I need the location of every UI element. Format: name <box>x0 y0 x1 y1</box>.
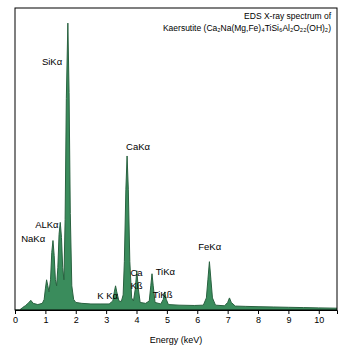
x-tick: 6 <box>195 310 200 325</box>
peak-label: NaKα <box>21 233 45 244</box>
x-tick-mark <box>137 310 138 314</box>
x-tick: 7 <box>226 310 231 325</box>
marks <box>15 23 337 310</box>
x-tick-label: 5 <box>165 315 170 325</box>
x-axis-line <box>16 311 338 315</box>
title: Kaersutite (Ca₂Na(Mg,Fe)₄TiSi₆Al₂O₂₂(OH)… <box>163 23 331 33</box>
x-axis-title: Energy (keV) <box>150 335 203 345</box>
x-tick-label: 4 <box>135 315 140 325</box>
peak-label: SiKα <box>42 56 63 67</box>
x-tick-mark <box>45 310 46 314</box>
x-tick-label: 9 <box>286 315 291 325</box>
x-axis: 0 1 2 3 4 5 6 7 8 9 10 <box>13 310 338 325</box>
x-tick-label: 8 <box>256 315 261 325</box>
x-tick: 4 <box>135 310 140 325</box>
x-tick: 2 <box>74 310 79 325</box>
peak-label: ALKα <box>35 219 59 230</box>
x-tick-label: 1 <box>43 315 48 325</box>
peak-label: TiKα <box>156 266 176 277</box>
spectrum-area <box>15 23 337 310</box>
x-tick: 9 <box>286 310 291 325</box>
x-tick-mark <box>228 310 229 314</box>
peak-label: TiKß <box>153 289 173 300</box>
x-tick-mark <box>319 310 320 314</box>
spectrum-outline <box>15 23 337 310</box>
peak-label: CaKα <box>126 141 150 152</box>
peak-label: FeKα <box>198 241 221 252</box>
x-tick: 5 <box>165 310 170 325</box>
peak-label: K Kα <box>97 290 118 301</box>
plot: 0 1 2 3 4 5 6 7 8 9 10 SiKα ALKα NaKα K Kα CaKα Ca Kß TiKα… <box>13 8 338 325</box>
x-tick: 1 <box>43 310 48 325</box>
x-tick-label: 7 <box>226 315 231 325</box>
x-tick-label: 6 <box>195 315 200 325</box>
plot-frame <box>15 8 337 310</box>
peak-label: Kß <box>130 280 142 291</box>
title: EDS X-ray spectrum of <box>244 11 332 21</box>
x-tick: 3 <box>104 310 109 325</box>
x-tick-mark <box>15 310 16 314</box>
chart: 0 1 2 3 4 5 6 7 8 9 10 SiKα ALKα NaKα K Kα CaKα Ca Kß TiKα… <box>0 0 350 350</box>
x-tick: 8 <box>256 310 261 325</box>
x-tick-mark <box>167 310 168 314</box>
x-tick-label: 10 <box>314 315 324 325</box>
x-tick-label: 0 <box>13 315 18 325</box>
x-tick-label: 3 <box>104 315 109 325</box>
peak-label: Ca <box>130 267 143 278</box>
annotations: SiKα ALKα NaKα K Kα CaKα Ca Kß TiKα TiKß FeKα <box>21 56 221 301</box>
x-tick: 0 <box>13 310 18 325</box>
x-tick-mark <box>197 310 198 314</box>
x-tick-mark <box>258 310 259 314</box>
x-tick-mark <box>76 310 77 314</box>
x-tick-label: 2 <box>74 315 79 325</box>
background <box>0 0 350 350</box>
x-tick-mark <box>106 310 107 314</box>
x-tick: 10 <box>314 310 324 325</box>
x-tick-mark <box>288 310 289 314</box>
